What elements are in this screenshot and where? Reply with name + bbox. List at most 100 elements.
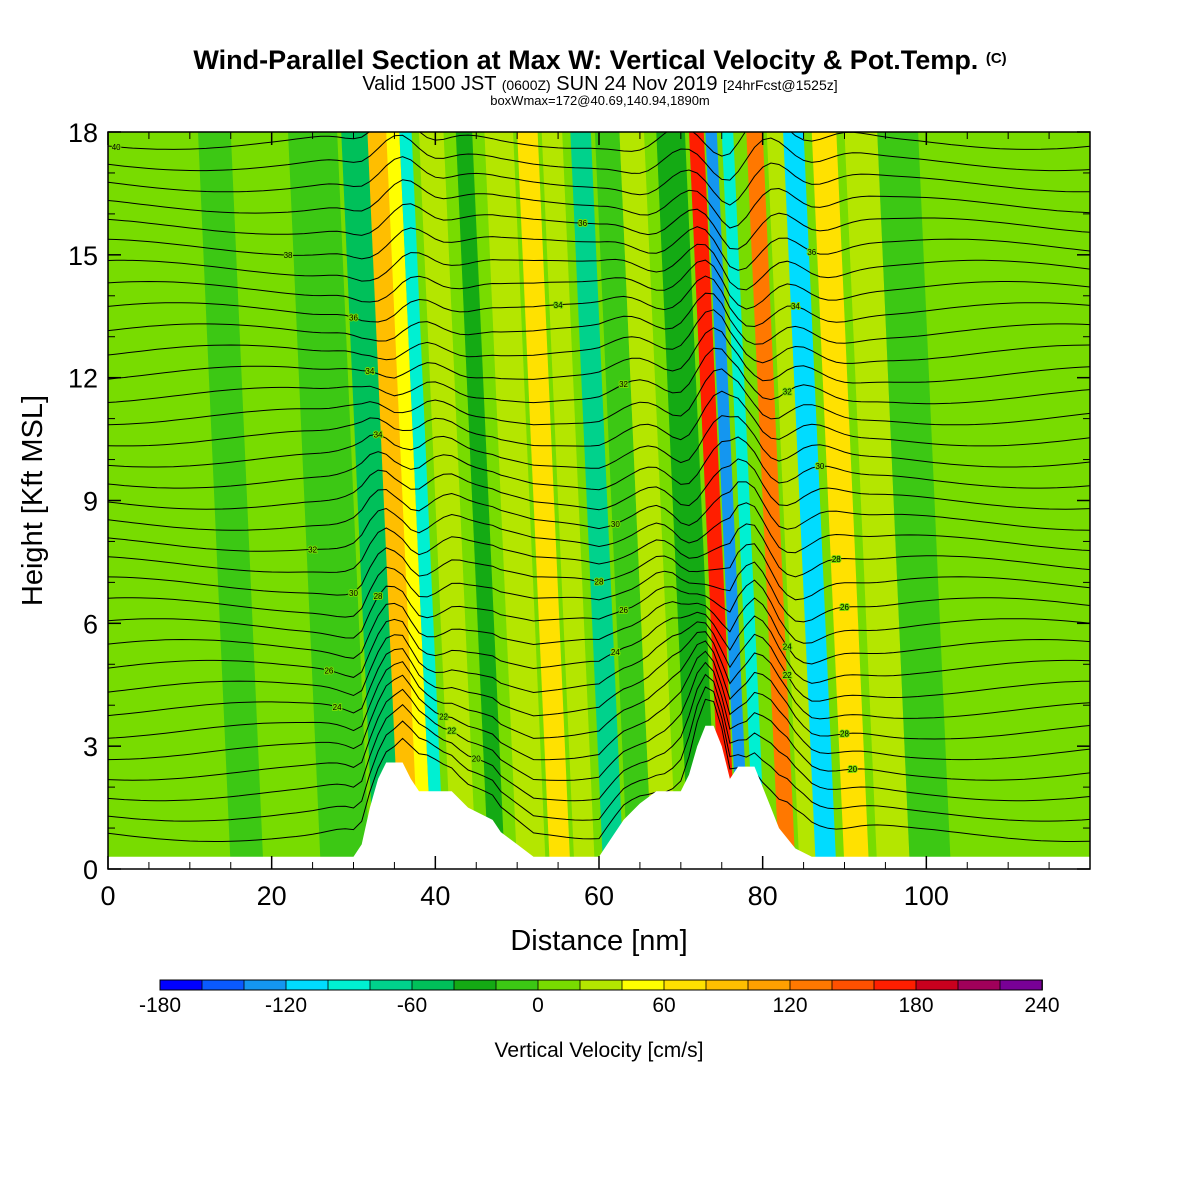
isentrope-line — [108, 275, 1090, 328]
isentrope-label: 40 — [112, 143, 121, 152]
y-tick-label: 18 — [68, 118, 98, 148]
isentrope-line — [108, 640, 1090, 740]
y-tick-label: 3 — [83, 732, 98, 762]
isentrope-line — [108, 661, 1090, 781]
colorbar-swatch — [705, 979, 749, 991]
isentrope-line — [108, 134, 1090, 181]
x-tick-label: 80 — [748, 881, 778, 911]
y-tick-label: 15 — [68, 241, 98, 271]
isentrope-line — [108, 597, 1090, 665]
velocity-band — [619, 132, 677, 869]
y-tick-label: 0 — [83, 855, 98, 885]
colorbar-swatch — [999, 979, 1043, 991]
colorbar-tick-label: 60 — [652, 994, 675, 1017]
y-tick-label: 12 — [68, 364, 98, 394]
isentrope-label: 34 — [554, 301, 563, 310]
x-tick-label: 100 — [904, 881, 949, 911]
colorbar-swatch — [789, 979, 833, 991]
isentrope-line — [108, 156, 1090, 206]
y-axis-label: Height [Kft MSL] — [17, 395, 49, 606]
isentrope-line — [108, 226, 1090, 271]
velocity-band — [198, 132, 264, 869]
isentrope-label: 26 — [840, 603, 849, 612]
colorbar-tick-label: 0 — [532, 994, 544, 1017]
isentrope-label: 36 — [349, 314, 358, 323]
colorbar-swatch — [411, 979, 455, 991]
colorbar-swatch — [579, 979, 623, 991]
isentrope-line — [108, 650, 1090, 761]
isentrope-label: 24 — [333, 703, 342, 712]
colorbar-swatch — [327, 979, 371, 991]
isentrope-label: 24 — [611, 648, 620, 657]
velocity-band — [399, 132, 445, 869]
colorbar-swatch — [915, 979, 959, 991]
velocity-band — [517, 132, 571, 869]
isentrope-line — [108, 309, 1090, 364]
y-tick-label: 9 — [83, 487, 98, 517]
colorbar-swatch — [243, 979, 287, 991]
colorbar-tick-label: 180 — [898, 994, 933, 1017]
x-axis-label: Distance [nm] — [510, 925, 687, 957]
isentrope-line — [108, 561, 1090, 623]
colorbar-tick-label: 240 — [1024, 994, 1059, 1017]
isentrope-line — [108, 259, 1090, 310]
isentrope-label: 30 — [815, 462, 824, 471]
isentrope-label: 22 — [783, 671, 792, 680]
colorbar-swatch — [159, 979, 203, 991]
isentrope-label: 34 — [374, 430, 383, 439]
isentrope-label: 28 — [595, 578, 604, 587]
colorbar-swatch — [537, 979, 581, 991]
velocity-band — [766, 132, 820, 869]
velocity-band — [746, 132, 796, 869]
isentrope-label: 32 — [783, 387, 792, 396]
colorbar-swatch — [495, 979, 539, 991]
isentrope-line — [108, 458, 1090, 511]
isentrope-label: 20 — [472, 755, 481, 764]
isentrope-line — [108, 631, 1090, 720]
velocity-band — [926, 132, 1009, 869]
isentrope-label: 38 — [284, 251, 293, 260]
velocity-band — [783, 132, 837, 869]
isentrope-label: 32 — [619, 380, 628, 389]
colorbar-tick-label: -180 — [139, 994, 181, 1017]
colorbar-tick-label: 120 — [772, 994, 807, 1017]
isentrope-label: 34 — [791, 302, 800, 311]
isentrope-line — [108, 327, 1090, 384]
velocity-band — [877, 132, 951, 869]
velocity-band — [570, 132, 624, 869]
isentrope-line — [108, 347, 1090, 405]
velocity-band — [656, 132, 718, 869]
isentrope-line — [108, 179, 1090, 229]
velocity-band — [386, 132, 433, 869]
velocity-band — [367, 132, 422, 869]
isentrope-line — [108, 368, 1090, 426]
isentrope-label: 36 — [807, 248, 816, 257]
isentrope-label: 30 — [611, 520, 620, 529]
colorbar-swatch — [621, 979, 665, 991]
isentrope-line — [108, 292, 1090, 345]
isentrope-line — [108, 673, 1090, 802]
velocity-band — [116, 132, 182, 869]
chart-boxinfo: boxWmax=172@40.69,140.94,1890m — [490, 93, 710, 108]
chart-subtitle: Valid 1500 JST (0600Z) SUN 24 Nov 2019 [… — [362, 73, 838, 95]
isentrope-line — [108, 481, 1090, 531]
x-tick-label: 20 — [257, 881, 287, 911]
colorbar-tick-label: -60 — [397, 994, 427, 1017]
isentrope-line — [108, 543, 1090, 601]
velocity-band — [811, 132, 870, 869]
isentrope-line — [108, 621, 1090, 702]
velocity-band — [721, 132, 766, 869]
colorbar-swatch — [747, 979, 791, 991]
isentrope-label: 26 — [324, 666, 333, 675]
velocity-band — [705, 132, 750, 869]
isentrope-line — [108, 611, 1090, 684]
colorbar-swatch — [201, 979, 245, 991]
title-block: Wind-Parallel Section at Max W: Vertical… — [0, 44, 1200, 108]
isentrope-label: 22 — [439, 712, 448, 721]
isentrope-line — [108, 243, 1090, 291]
isentrope-label: 36 — [578, 219, 587, 228]
colorbar-swatch — [453, 979, 497, 991]
velocity-band — [455, 132, 505, 869]
isentrope-label: 28 — [840, 730, 849, 739]
